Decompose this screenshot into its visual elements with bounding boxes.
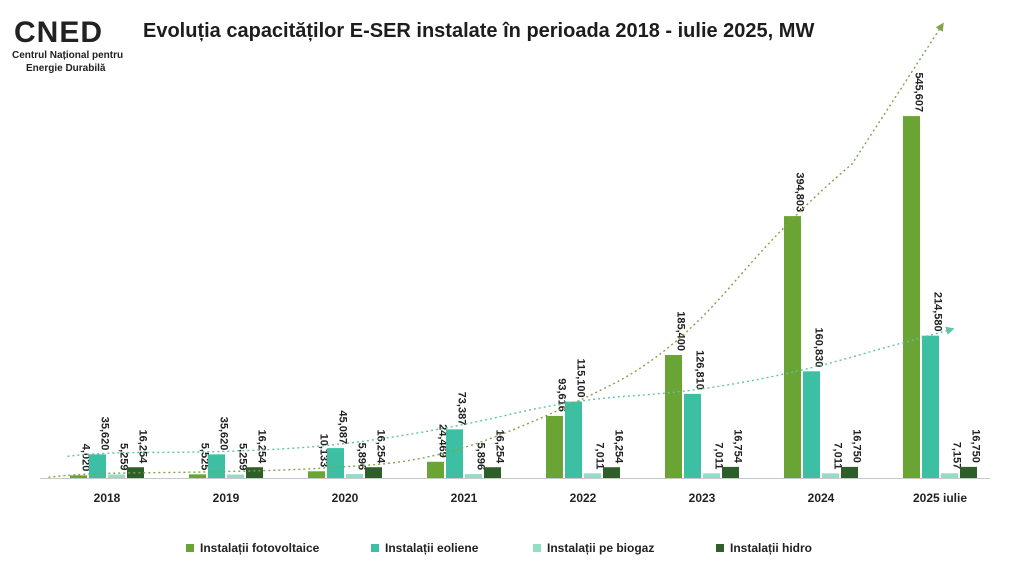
data-label-fotovoltaice-5: 185,400 <box>675 311 687 351</box>
data-label-fotovoltaice-3: 24,469 <box>437 424 449 458</box>
data-label-eoliene-2: 45,087 <box>337 410 349 444</box>
bar-fotovoltaice-4 <box>546 415 563 478</box>
data-label-eoliene-4: 115,100 <box>575 358 587 397</box>
bar-biogaz-0 <box>108 474 125 478</box>
data-label-eoliene-6: 160,830 <box>813 328 825 368</box>
bar-eoliene-0 <box>89 454 106 478</box>
legend-item-eoliene: Instalații eoliene <box>371 541 478 555</box>
data-label-fotovoltaice-6: 394,803 <box>794 172 806 212</box>
data-label-fotovoltaice-7: 545,607 <box>913 72 925 112</box>
trendline-eoliene <box>67 326 955 458</box>
bar-biogaz-6 <box>822 473 839 478</box>
bar-biogaz-3 <box>465 474 482 478</box>
data-label-hidro-4: 16,254 <box>613 430 625 465</box>
bar-hidro-2 <box>365 467 382 478</box>
bar-fotovoltaice-0 <box>70 475 87 478</box>
bar-eoliene-4 <box>565 401 582 478</box>
legend-swatch <box>371 544 379 552</box>
bar-biogaz-4 <box>584 473 601 478</box>
legend-item-hidro: Instalații hidro <box>716 541 812 555</box>
data-label-eoliene-0: 35,620 <box>99 417 111 451</box>
data-label-biogaz-3: 5,896 <box>475 443 487 471</box>
data-label-fotovoltaice-0: 4,020 <box>80 444 92 472</box>
legend-swatch <box>186 544 194 552</box>
legend-label: Instalații fotovoltaice <box>200 541 320 555</box>
bar-hidro-1 <box>246 467 263 478</box>
data-label-biogaz-1: 5,259 <box>237 443 249 471</box>
data-label-hidro-7: 16,750 <box>970 429 982 463</box>
bar-eoliene-1 <box>208 454 225 478</box>
bar-biogaz-7 <box>941 473 958 478</box>
data-label-fotovoltaice-2: 10,133 <box>318 434 330 468</box>
data-label-eoliene-1: 35,620 <box>218 417 230 451</box>
x-tick-label-6: 2024 <box>808 491 835 505</box>
data-label-biogaz-7: 7,157 <box>951 442 963 470</box>
bar-fotovoltaice-5 <box>665 355 682 478</box>
logo-mark: CNED <box>14 16 103 50</box>
data-label-biogaz-2: 5,896 <box>356 443 368 471</box>
bar-fotovoltaice-3 <box>427 461 444 478</box>
data-label-hidro-5: 16,754 <box>732 429 744 464</box>
legend-label: Instalații pe biogaz <box>547 541 655 555</box>
bar-eoliene-7 <box>922 335 939 478</box>
bar-hidro-5 <box>722 466 739 478</box>
bar-hidro-4 <box>603 467 620 478</box>
legend-item-biogaz: Instalații pe biogaz <box>533 541 654 555</box>
x-tick-label-2: 2020 <box>332 491 359 505</box>
data-label-biogaz-5: 7,011 <box>713 442 725 469</box>
x-tick-label-5: 2023 <box>689 491 716 505</box>
logo-line-2: Energie Durabilă <box>26 63 106 74</box>
cned-logo: CNED Centrul Național pentru Energie Dur… <box>8 6 128 76</box>
chart-title: Evoluția capacităților E-SER instalate î… <box>143 20 815 42</box>
bar-eoliene-5 <box>684 393 701 478</box>
x-tick-label-7: 2025 iulie <box>913 491 967 505</box>
bar-fotovoltaice-6 <box>784 216 801 478</box>
bar-biogaz-5 <box>703 473 720 478</box>
bar-hidro-3 <box>484 467 501 478</box>
data-label-eoliene-3: 73,387 <box>456 392 468 426</box>
data-label-biogaz-4: 7,011 <box>594 442 606 469</box>
legend-label: Instalații eoliene <box>385 541 479 555</box>
data-label-biogaz-6: 7,011 <box>832 442 844 469</box>
bar-eoliene-2 <box>327 448 344 478</box>
data-label-biogaz-0: 5,259 <box>118 443 130 471</box>
bar-hidro-6 <box>841 466 858 478</box>
bar-hidro-0 <box>127 467 144 478</box>
bar-eoliene-6 <box>803 371 820 478</box>
chart-legend: Instalații fotovoltaice Instalații eolie… <box>0 541 1024 561</box>
x-tick-label-4: 2022 <box>570 491 597 505</box>
x-tick-label-1: 2019 <box>213 491 240 505</box>
bar-fotovoltaice-1 <box>189 474 206 478</box>
data-label-hidro-0: 16,254 <box>137 430 149 465</box>
data-label-fotovoltaice-1: 5,525 <box>199 443 211 471</box>
data-label-eoliene-7: 214,580 <box>932 292 944 332</box>
logo-mark-text: CNED <box>14 16 104 49</box>
data-label-hidro-3: 16,254 <box>494 430 506 465</box>
bar-eoliene-3 <box>446 429 463 478</box>
bar-biogaz-2 <box>346 474 363 478</box>
bar-biogaz-1 <box>227 474 244 478</box>
bar-hidro-7 <box>960 466 977 478</box>
data-label-hidro-1: 16,254 <box>256 430 268 465</box>
bar-fotovoltaice-7 <box>903 116 920 478</box>
data-label-hidro-6: 16,750 <box>851 429 863 463</box>
bar-fotovoltaice-2 <box>308 471 325 478</box>
legend-label: Instalații hidro <box>730 541 813 555</box>
legend-swatch <box>533 544 541 552</box>
x-tick-label-3: 2021 <box>451 491 478 505</box>
legend-item-fotovoltaice: Instalații fotovoltaice <box>186 541 319 555</box>
data-label-eoliene-5: 126,810 <box>694 350 706 390</box>
logo-line-1: Centrul Național pentru <box>12 50 124 61</box>
x-tick-label-0: 2018 <box>94 491 121 505</box>
data-label-hidro-2: 16,254 <box>375 430 387 465</box>
legend-swatch <box>716 544 724 552</box>
